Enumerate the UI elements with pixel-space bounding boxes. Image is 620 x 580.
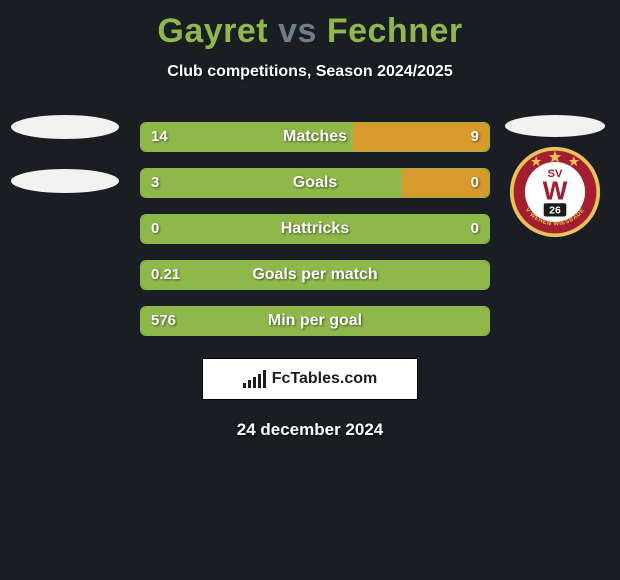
brand-badge: FcTables.com [202, 358, 418, 400]
crest-num: 26 [549, 206, 561, 217]
left-club-area [0, 115, 130, 193]
right-club-area: SV W 26 SV WEHEN WIESBADEN [490, 115, 620, 239]
stat-value-right: 0 [471, 215, 479, 243]
club-crest: SV W 26 SV WEHEN WIESBADEN [508, 145, 602, 239]
stat-row: 576Min per goal [140, 306, 490, 336]
stat-value-right: 0 [471, 169, 479, 197]
stat-label: Min per goal [141, 307, 489, 335]
crest-w: W [543, 176, 568, 206]
left-badge-placeholder-1 [11, 115, 119, 139]
vs-text: vs [278, 12, 317, 50]
subtitle: Club competitions, Season 2024/2025 [0, 63, 620, 81]
stat-row: 3Goals0 [140, 168, 490, 198]
footer-date: 24 december 2024 [0, 420, 620, 440]
player-a-name: Gayret [157, 12, 268, 50]
page-title: Gayret vs Fechner [0, 0, 620, 51]
stat-row: 0Hattricks0 [140, 214, 490, 244]
brand-text: FcTables.com [272, 370, 378, 388]
chart-icon [243, 370, 266, 388]
stat-value-right: 9 [471, 123, 479, 151]
stat-row: 0.21Goals per match [140, 260, 490, 290]
right-badge-placeholder [505, 115, 605, 137]
left-badge-placeholder-2 [11, 169, 119, 193]
stat-label: Goals per match [141, 261, 489, 289]
stat-row: 14Matches9 [140, 122, 490, 152]
stat-label: Matches [141, 123, 489, 151]
stat-bars: 14Matches93Goals00Hattricks00.21Goals pe… [140, 122, 490, 352]
comparison-card: Gayret vs Fechner Club competitions, Sea… [0, 0, 620, 81]
player-b-name: Fechner [327, 12, 463, 50]
stat-label: Hattricks [141, 215, 489, 243]
stat-label: Goals [141, 169, 489, 197]
